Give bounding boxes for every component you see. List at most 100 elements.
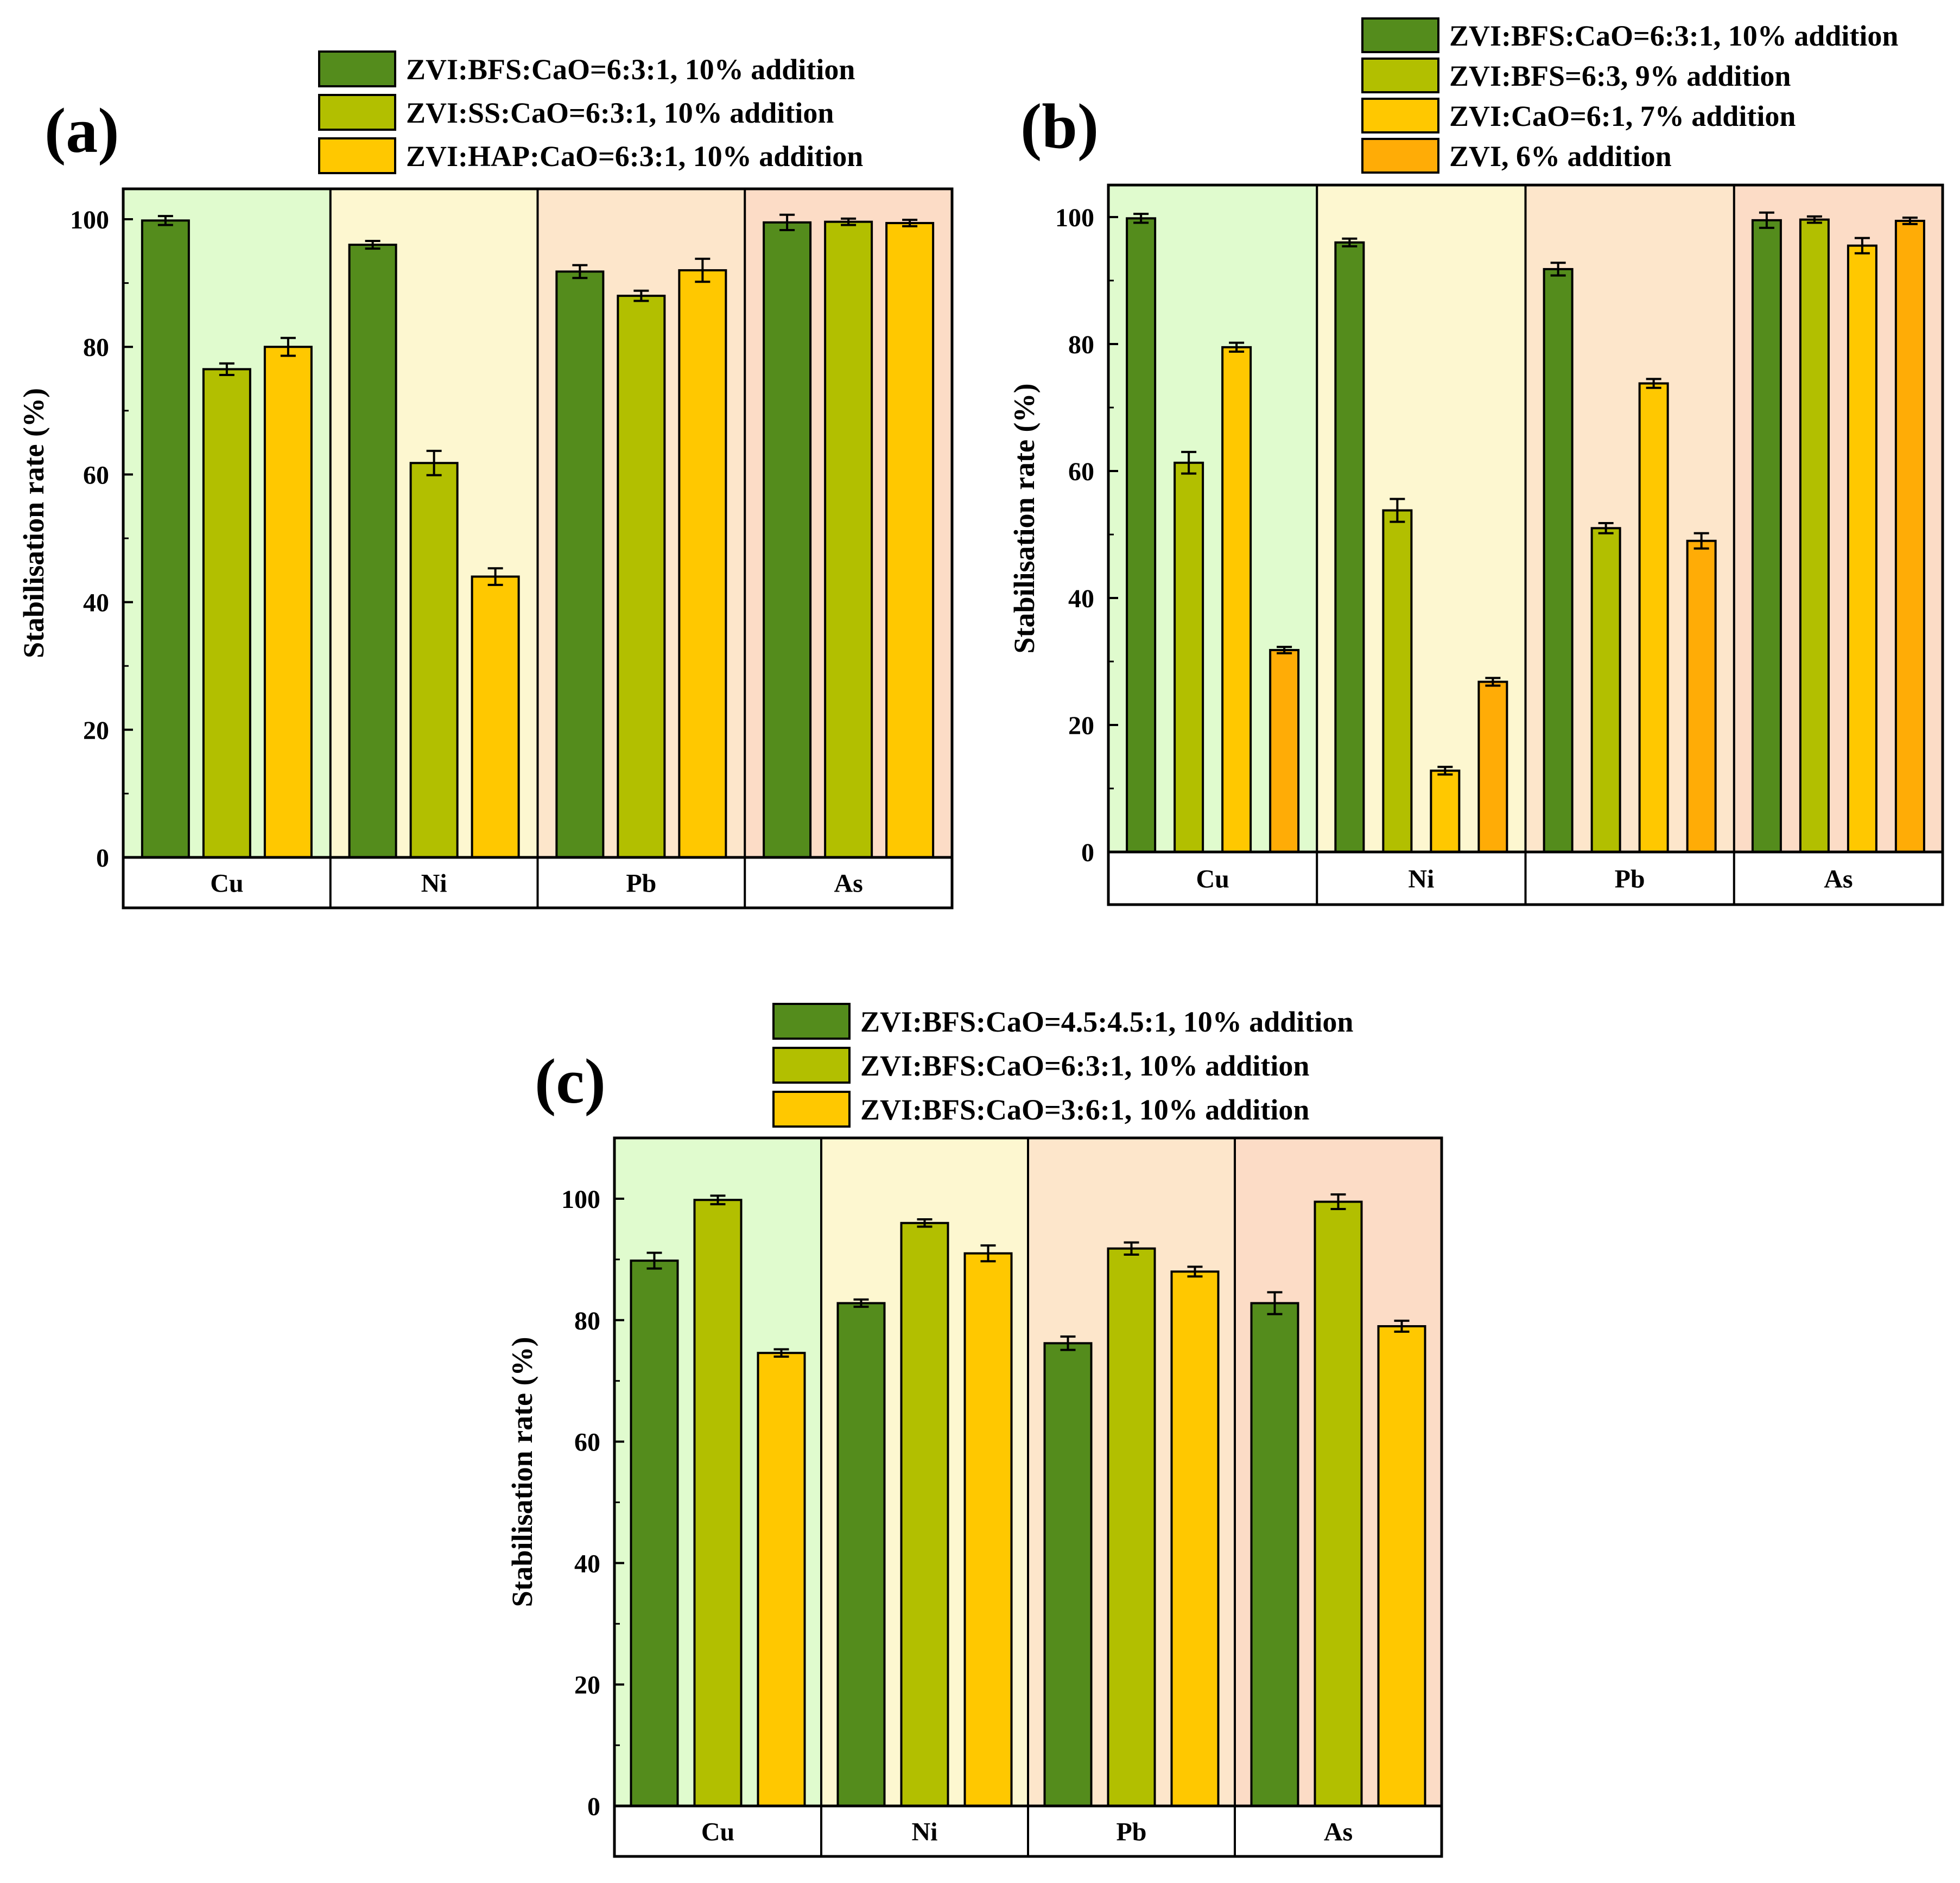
bar-as-series-1: [763, 221, 812, 858]
legend-label-2: ZVI:BFS:CaO=6:3:1, 10% addition: [860, 1049, 1309, 1082]
chart-panel-a: Cu Ni Pb As 0 20 40 60 80 100 Stabilisation rate (…: [17, 50, 954, 909]
y-tick-label: 20: [1068, 711, 1094, 740]
bar-cu-series-1: [141, 219, 190, 858]
bar-as-series-3: [885, 222, 935, 858]
error-bar-cu-series-4: [1277, 646, 1292, 654]
legend: ZVI:BFS:CaO=4.5:4.5:1, 10% addition ZVI:B…: [772, 1003, 1353, 1128]
legend-swatch-4: [1361, 138, 1439, 174]
category-label-cu: Cu: [1196, 865, 1229, 894]
error-bar-cu-series-2: [1181, 450, 1197, 475]
chart-panel-b: Cu Ni Pb As 0 20 40 60 80 100 Stabilisation rate (…: [1008, 17, 1944, 906]
bar-cu-series-1: [1126, 217, 1157, 854]
bar-pb-series-1: [1543, 268, 1574, 854]
legend: ZVI:BFS:CaO=6:3:1, 10% addition ZVI:SS:Ca…: [318, 50, 863, 174]
y-tick-label: 0: [1081, 838, 1094, 867]
y-axis-label: Stabilisation rate (%): [1008, 384, 1041, 654]
bar-ni-series-2: [900, 1222, 949, 1807]
y-tick-label: 40: [1068, 584, 1094, 613]
legend-swatch-3: [772, 1091, 851, 1128]
bar-as-series-3: [1847, 244, 1877, 853]
bar-cu-series-1: [630, 1259, 679, 1807]
bar-ni-series-2: [409, 462, 459, 858]
y-tick-label: 60: [83, 461, 109, 489]
panel-label: (a): [45, 95, 119, 166]
error-bar-pb-series-1: [572, 264, 588, 279]
error-bar-as-series-2: [841, 217, 857, 226]
bar-pb-series-1: [555, 270, 605, 858]
legend-label-1: ZVI:BFS:CaO=4.5:4.5:1, 10% addition: [860, 1006, 1353, 1038]
bar-cu-series-4: [1269, 648, 1300, 853]
legend-label-2: ZVI:BFS=6:3, 9% addition: [1449, 60, 1791, 92]
bar-as-series-1: [1250, 1302, 1299, 1807]
legend-label-3: ZVI:HAP:CaO=6:3:1, 10% addition: [406, 140, 863, 173]
error-bar-pb-series-1: [1060, 1335, 1076, 1351]
y-tick-label: 40: [83, 589, 109, 618]
y-tick-label: 80: [574, 1307, 600, 1335]
y-tick-label: 80: [83, 333, 109, 362]
error-bar-pb-series-2: [633, 289, 649, 302]
error-bar-ni-series-2: [426, 449, 442, 476]
bar-ni-series-3: [1430, 769, 1461, 853]
bar-ni-series-3: [963, 1252, 1013, 1807]
error-bar-ni-series-3: [1437, 766, 1453, 776]
error-bar-pb-series-1: [1550, 262, 1566, 277]
bar-pb-series-3: [1170, 1270, 1220, 1807]
error-bar-ni-series-1: [1342, 237, 1358, 247]
y-tick-label: 80: [1068, 330, 1094, 359]
error-bar-as-series-3: [1854, 237, 1870, 255]
legend-label-3: ZVI:CaO=6:1, 7% addition: [1449, 100, 1796, 132]
y-tick-label: 0: [587, 1792, 600, 1821]
bar-pb-series-2: [617, 295, 666, 858]
legend-swatch-2: [772, 1047, 851, 1084]
legend-swatch-3: [318, 137, 396, 174]
bar-as-series-1: [1751, 219, 1782, 854]
category-label-as: As: [834, 869, 862, 898]
error-bar-as-series-2: [1330, 1193, 1346, 1211]
y-tick-label: 100: [1055, 203, 1094, 232]
error-bar-as-series-4: [1902, 217, 1918, 225]
y-axis-label: Stabilisation rate (%): [506, 1337, 538, 1607]
error-bar-cu-series-3: [773, 1348, 789, 1358]
bar-ni-series-2: [1382, 509, 1413, 853]
y-axis-label: Stabilisation rate (%): [17, 388, 50, 658]
legend-swatch-1: [1361, 17, 1439, 53]
bar-cu-series-2: [202, 368, 251, 858]
bar-as-series-2: [1799, 218, 1830, 853]
error-bar-as-series-1: [1267, 1291, 1283, 1315]
error-bar-as-series-1: [1759, 211, 1774, 229]
category-label-pb: Pb: [1116, 1818, 1146, 1847]
error-bar-cu-series-2: [219, 362, 234, 376]
bar-as-series-4: [1894, 220, 1925, 853]
legend-label-2: ZVI:SS:CaO=6:3:1, 10% addition: [406, 97, 834, 129]
error-bar-as-series-1: [779, 213, 795, 231]
legend-label-3: ZVI:BFS:CaO=3:6:1, 10% addition: [860, 1093, 1309, 1126]
legend-label-1: ZVI:BFS:CaO=6:3:1, 10% addition: [1449, 20, 1898, 52]
bar-ni-series-1: [348, 244, 397, 858]
legend-swatch-1: [772, 1003, 851, 1040]
bar-cu-series-2: [693, 1199, 743, 1807]
bar-ni-series-1: [836, 1302, 886, 1807]
legend: ZVI:BFS:CaO=6:3:1, 10% addition ZVI:BFS=6…: [1361, 17, 1898, 174]
error-bar-cu-series-2: [710, 1194, 726, 1206]
error-bar-as-series-3: [1394, 1319, 1410, 1333]
bar-ni-series-1: [1334, 241, 1365, 853]
error-bar-as-series-2: [1806, 215, 1822, 224]
legend-swatch-2: [318, 94, 396, 131]
y-tick-label: 40: [574, 1549, 600, 1578]
y-tick-label: 60: [574, 1428, 600, 1457]
legend-swatch-1: [318, 50, 396, 87]
bar-as-series-2: [824, 220, 873, 859]
error-bar-pb-series-3: [1187, 1265, 1203, 1278]
category-label-as: As: [1324, 1818, 1353, 1847]
bar-as-series-2: [1314, 1200, 1363, 1807]
error-bar-cu-series-1: [157, 215, 173, 226]
bar-ni-series-3: [471, 575, 520, 859]
category-label-as: As: [1824, 865, 1853, 894]
bar-ni-series-4: [1477, 680, 1508, 853]
y-tick-label: 0: [96, 844, 109, 873]
error-bar-cu-series-1: [1133, 213, 1149, 224]
chart-panel-c: Cu Ni Pb As 0 20 40 60 80 100 Stabilisation rate (…: [506, 1003, 1443, 1858]
error-bar-as-series-3: [902, 219, 918, 227]
error-bar-ni-series-3: [980, 1244, 996, 1263]
